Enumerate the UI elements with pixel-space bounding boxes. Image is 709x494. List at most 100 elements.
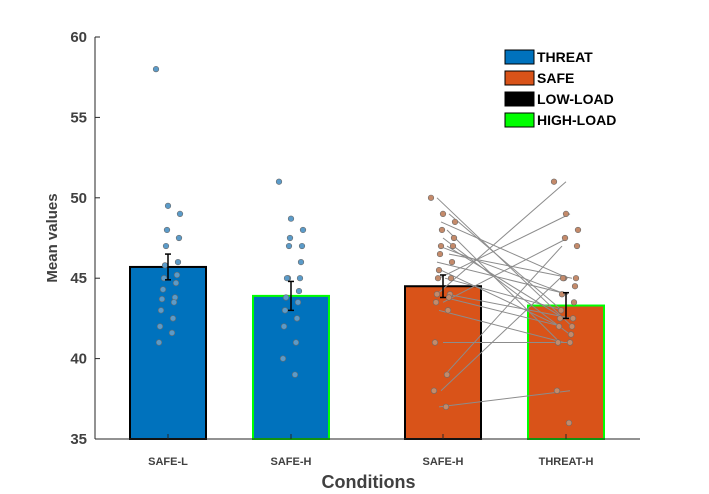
data-point — [175, 234, 183, 242]
data-point — [275, 178, 283, 185]
data-point — [437, 242, 445, 250]
points-layer — [152, 66, 582, 427]
data-point — [434, 275, 442, 282]
paired-line — [440, 269, 561, 327]
data-point — [282, 294, 290, 301]
x-tick-label: SAFE-L — [148, 456, 188, 468]
paired-line — [438, 390, 571, 408]
data-point — [281, 307, 289, 314]
paired-line — [444, 277, 565, 311]
paired-line — [438, 309, 565, 344]
data-point — [172, 279, 180, 287]
data-point — [161, 262, 169, 269]
data-point — [280, 323, 288, 330]
data-point — [447, 275, 455, 282]
paired-line — [436, 197, 573, 327]
data-point — [571, 283, 579, 290]
data-point — [156, 323, 164, 330]
legend-swatch — [504, 91, 535, 107]
data-point — [162, 242, 170, 250]
bar — [404, 285, 482, 440]
data-point — [572, 275, 580, 282]
y-tick-label: 60 — [70, 29, 87, 46]
paired-line — [448, 253, 573, 279]
y-tick-label: 45 — [70, 270, 87, 287]
legend-label: LOW-LOAD — [537, 91, 614, 107]
data-point — [432, 299, 440, 306]
data-point — [574, 226, 582, 234]
data-point — [433, 291, 441, 298]
x-tick-label: SAFE-H — [271, 456, 312, 468]
paired-line — [442, 237, 569, 303]
data-point — [174, 259, 182, 266]
data-point — [158, 296, 166, 303]
y-axis-title: Mean values — [44, 193, 61, 282]
data-point — [430, 387, 438, 394]
data-point — [155, 339, 163, 346]
bar — [527, 304, 605, 441]
paired-line — [440, 221, 569, 279]
data-point — [296, 275, 304, 282]
x-tick-label: THREAT-H — [539, 456, 594, 468]
paired-line — [444, 297, 563, 327]
data-point — [561, 234, 569, 242]
data-point — [292, 339, 300, 346]
y-tick-label: 55 — [70, 109, 87, 126]
data-point — [436, 250, 444, 258]
data-point — [554, 339, 562, 346]
paired-line — [436, 181, 567, 295]
data-point — [168, 329, 176, 336]
data-point — [451, 218, 459, 226]
paired-line — [446, 293, 573, 319]
bar — [129, 265, 207, 440]
data-point — [159, 286, 167, 293]
data-point — [299, 226, 307, 234]
data-point — [555, 323, 563, 330]
legend-swatch — [504, 49, 535, 65]
data-point — [556, 315, 564, 322]
data-point — [567, 331, 575, 338]
data-point — [566, 339, 574, 346]
x-tick-label: SAFE-H — [423, 456, 464, 468]
paired-line — [442, 237, 571, 335]
paired-line — [438, 213, 571, 279]
paired-line — [436, 261, 569, 295]
data-point — [283, 275, 291, 282]
data-point — [297, 259, 305, 266]
data-point — [163, 226, 171, 234]
bar — [252, 294, 330, 440]
data-point — [279, 355, 287, 362]
y-tick-label: 35 — [70, 431, 87, 448]
data-point — [565, 419, 573, 427]
data-point — [450, 234, 458, 242]
legend-swatch — [504, 112, 535, 128]
data-point — [435, 267, 443, 274]
data-point — [169, 315, 177, 322]
data-point — [557, 307, 565, 314]
data-point — [449, 242, 457, 250]
data-point — [176, 210, 184, 217]
axes-layer: 35 40 45 50 55 60 SAFE-L SAFE-H SAFE-H THREAT-H — [70, 29, 640, 468]
data-point — [439, 210, 447, 217]
paired-line — [440, 277, 561, 392]
legend: THREAT SAFE LOW-LOAD HIGH-LOAD — [504, 49, 616, 128]
y-tick-label: 40 — [70, 351, 87, 368]
data-point — [569, 315, 577, 322]
data-point — [573, 242, 581, 250]
data-point — [291, 371, 299, 378]
legend-label: THREAT — [537, 49, 593, 65]
data-point — [438, 226, 446, 234]
bars-layer — [129, 265, 605, 441]
paired-line — [444, 245, 563, 376]
data-point — [285, 242, 293, 250]
data-point — [286, 234, 294, 242]
data-point — [170, 299, 178, 306]
data-point — [562, 210, 570, 217]
data-point — [431, 339, 439, 346]
y-tick-label: 50 — [70, 190, 87, 207]
data-point — [173, 271, 181, 279]
data-point — [568, 323, 576, 330]
data-point — [152, 66, 160, 73]
legend-label: HIGH-LOAD — [537, 112, 616, 128]
